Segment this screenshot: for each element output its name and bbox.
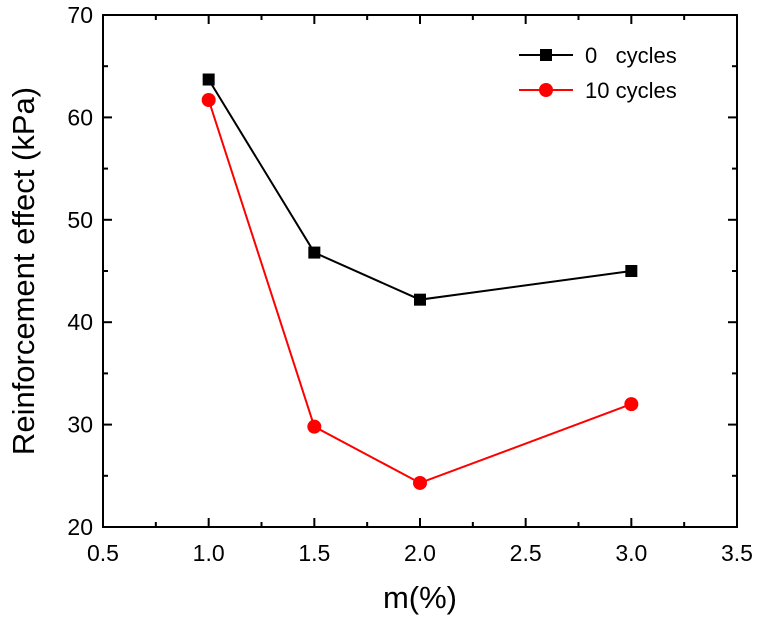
y-axis-title: Reinforcement effect (kPa) <box>6 87 41 455</box>
series-0-point <box>308 246 321 259</box>
axis-ticks <box>102 14 738 528</box>
x-tick-label: 1.0 <box>193 540 225 566</box>
series-layer <box>201 73 639 490</box>
x-tick-label: 3.0 <box>615 540 647 566</box>
series-0 <box>202 73 638 306</box>
legend-marker-1 <box>539 83 553 97</box>
x-tick-label: 3.5 <box>721 540 753 566</box>
series-0-point <box>202 73 215 86</box>
x-axis-title: m(%) <box>383 580 457 615</box>
legend-label-1: 10 cycles <box>585 78 677 103</box>
legend-label-0: 0 cycles <box>585 43 677 68</box>
x-tick-label: 2.5 <box>510 540 542 566</box>
legend-marker-0 <box>540 49 552 61</box>
y-tick-label: 70 <box>67 2 93 28</box>
x-tick-label: 0.5 <box>87 540 119 566</box>
y-tick-label: 30 <box>67 412 93 438</box>
y-tick-label: 60 <box>67 104 93 130</box>
series-1 <box>201 92 639 490</box>
series-1-point <box>624 397 639 412</box>
series-0-point <box>414 293 426 306</box>
series-1-point <box>201 92 216 107</box>
series-1-point <box>307 419 322 434</box>
series-1-point <box>413 475 427 490</box>
axis-tick-labels: 0.5 1.0 1.5 2.0 2.5 3.0 3.5 20 30 40 50 60 70 <box>67 2 753 566</box>
x-tick-label: 2.0 <box>404 540 436 566</box>
series-1-line <box>207 99 632 485</box>
legend: 0 cycles 10 cycles <box>519 43 677 103</box>
series-0-line <box>207 78 632 301</box>
y-tick-label: 50 <box>67 207 93 233</box>
y-tick-label: 20 <box>67 514 93 540</box>
x-tick-label: 1.5 <box>298 540 330 566</box>
y-tick-label: 40 <box>67 309 93 335</box>
series-0-point <box>625 265 638 277</box>
